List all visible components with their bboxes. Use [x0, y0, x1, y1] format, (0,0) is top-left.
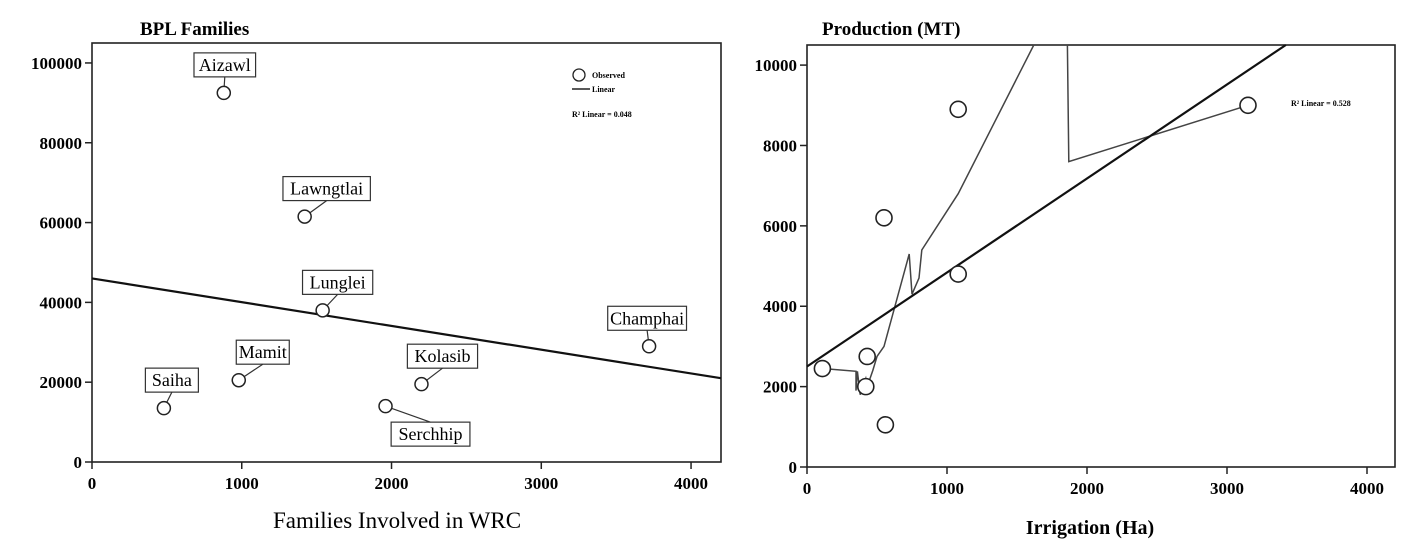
chart-right-x-tick-label: 3000: [1210, 479, 1244, 498]
chart-left-y-tick-label: 40000: [40, 293, 83, 312]
data-point-mamit: Mamit: [231, 339, 290, 388]
data-point-label: Aizawl: [199, 55, 251, 75]
interpolation-line: [822, 44, 1249, 395]
data-point-label: Kolasib: [414, 346, 470, 366]
chart-left-legend: Observed Linear R² Linear = 0.048: [572, 68, 632, 119]
chart-right-x-tick-label: 4000: [1350, 479, 1384, 498]
data-point-marker: [156, 400, 172, 416]
chart-left-y-tick-label: 100000: [31, 54, 82, 73]
fit-line: [806, 44, 1287, 368]
chart-right-y-tick-label: 8000: [763, 136, 797, 155]
chart-right-x-tick-label: 1000: [930, 479, 964, 498]
chart-left-x-axis-title: Families Involved in WRC: [273, 508, 521, 533]
fit-line: [91, 277, 722, 380]
chart-left-x-tick-label: 0: [88, 474, 97, 493]
data-point-marker: [297, 209, 312, 224]
data-point-marker: [856, 377, 875, 396]
chart-left-y-tick-label: 20000: [40, 373, 83, 392]
chart-left-y-axis: 0 20000 40000 60000 80000 100000: [31, 54, 92, 472]
chart-left-fit-line: [91, 277, 722, 380]
data-point-label: Mamit: [239, 342, 287, 362]
data-point-label: Saiha: [152, 370, 192, 390]
data-point-marker: [315, 303, 330, 318]
data-point-marker: [231, 372, 247, 388]
legend-r2-label: R² Linear = 0.048: [572, 110, 632, 119]
data-point-label: Lunglei: [310, 272, 366, 292]
data-point-lunglei: Lunglei: [301, 269, 374, 318]
data-point-lawngtlai: Lawngtlai: [282, 175, 371, 224]
chart-right-y-axis: 0 2000 4000 6000 8000 10000: [755, 56, 807, 477]
data-point-aizawl: Aizawl: [193, 52, 257, 101]
legend-observed-label: Observed: [592, 71, 625, 80]
data-point-leader: [385, 405, 431, 423]
chart-left-title: BPL Families: [140, 19, 249, 40]
chart-left-x-tick-label: 3000: [524, 474, 558, 493]
chart-right-y-tick-label: 0: [789, 458, 798, 477]
data-point-marker: [378, 398, 393, 414]
chart-right-title: Production (MT): [822, 19, 960, 40]
chart-right-x-tick-label: 0: [803, 479, 812, 498]
chart-right-plot-frame: [806, 44, 1396, 468]
data-point-marker: [1239, 96, 1257, 115]
data-point-saiha: Saiha: [144, 367, 199, 416]
chart-left-plot-frame: [91, 42, 722, 463]
chart-right-points: [813, 96, 1257, 434]
chart-right-y-tick-label: 2000: [763, 378, 797, 397]
data-point-label: Lawngtlai: [290, 179, 363, 199]
chart-right-y-tick-label: 4000: [763, 297, 797, 316]
data-point-marker: [414, 376, 429, 392]
chart-right-x-tick-label: 2000: [1070, 479, 1104, 498]
data-point-marker: [813, 359, 832, 378]
chart-right-y-tick-label: 6000: [763, 217, 797, 236]
legend-observed-marker: [572, 68, 586, 82]
chart-right-y-tick-label: 10000: [755, 56, 798, 75]
data-point-serchhip: Serchhip: [378, 398, 471, 447]
chart-right-legend-r2-label: R² Linear = 0.528: [1291, 99, 1351, 108]
chart-right-x-axis-title: Irrigation (Ha): [1026, 517, 1154, 539]
data-point-marker: [875, 209, 893, 227]
chart-left-x-tick-label: 4000: [674, 474, 708, 493]
chart-left-points: Aizawl Lawngtlai Lunglei Champhai Mamit Kolas…: [144, 52, 688, 447]
chart-left-y-tick-label: 80000: [40, 134, 83, 153]
data-point-label: Serchhip: [399, 424, 463, 444]
data-point-marker: [641, 339, 657, 354]
data-point-marker: [216, 85, 232, 101]
chart-left-y-tick-label: 0: [74, 453, 83, 472]
data-point-marker: [949, 100, 968, 119]
chart-left: BPL Families 020000400006000080000100000…: [31, 19, 722, 533]
data-point-kolasib: Kolasib: [406, 343, 479, 392]
data-point-marker: [876, 415, 895, 434]
legend-linear-label: Linear: [592, 85, 616, 94]
chart-left-x-tick-label: 1000: [225, 474, 259, 493]
chart-left-x-axis: 0 1000 2000 3000 4000: [88, 462, 708, 493]
data-point-champhai: Champhai: [607, 305, 688, 354]
data-point-marker: [949, 265, 968, 283]
chart-left-y-tick-label: 60000: [40, 214, 83, 233]
chart-right-fit-line: [806, 44, 1287, 395]
data-point-label-box: [282, 175, 371, 202]
data-point-label: Champhai: [610, 308, 684, 328]
data-point-marker: [858, 347, 877, 366]
chart-right-x-axis: 0 1000 2000 3000 4000: [803, 467, 1384, 498]
chart-left-x-tick-label: 2000: [375, 474, 409, 493]
